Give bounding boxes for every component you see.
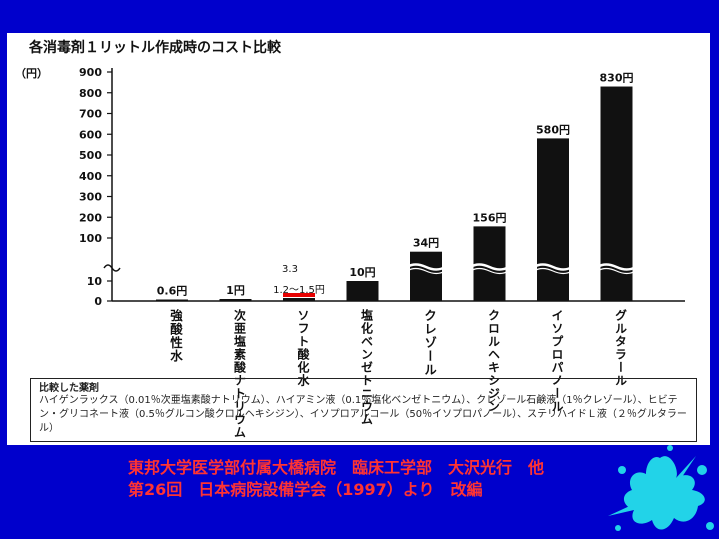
compared-drugs-text: ハイゲンラックス（0.01％次亜塩素酸ナトリウム）、ハイアミン液（0.1％塩化ベ…: [39, 395, 687, 434]
value-label: 1.2〜1.5円: [273, 285, 325, 296]
credit-line-2: 第26回 日本病院設備学会（1997）より 改編: [128, 480, 483, 499]
x-category-label: クロルヘキシジン: [486, 309, 501, 413]
bar-break-mark: [533, 263, 573, 271]
bar: [219, 299, 252, 301]
bar-break-mark: [406, 267, 446, 275]
y-tick-label: 0: [94, 295, 102, 308]
credit: 東邦大学医学部付属大橋病院 臨床工学部 大沢光行 他 第26回 日本病院設備学会…: [128, 457, 544, 501]
bar-break-mark: [469, 263, 510, 271]
bar-break-mark: [406, 263, 446, 271]
x-category-label: ソフト酸化水: [296, 309, 310, 387]
bar-break-mark: [470, 267, 509, 275]
axes: [103, 68, 685, 302]
bars: [156, 86, 637, 302]
chart-title: 各消毒剤１リットル作成時のコスト比較: [28, 39, 282, 56]
value-label: 830円: [600, 72, 634, 85]
value-label: 0.6円: [157, 285, 188, 298]
chart-panel: 各消毒剤１リットル作成時のコスト比較 （円） 100 200 300 400 500 60…: [7, 33, 710, 445]
y-ticks: 100 200 300 400 500 600 700 800 900 0 10: [79, 66, 112, 308]
highlight-underline: [283, 293, 315, 297]
y-tick-label: 800: [79, 87, 102, 100]
y-tick-label: 200: [79, 211, 102, 224]
x-category-label: グルタラール: [613, 309, 628, 387]
value-label: 156円: [473, 211, 507, 224]
value-label: 10円: [349, 266, 375, 279]
bar: [537, 138, 569, 301]
x-category-label: クレゾール: [422, 309, 437, 377]
y-tick-label: 10: [87, 275, 103, 288]
bar: [283, 298, 315, 301]
y-tick-label: 600: [79, 128, 102, 141]
bar-break-mark: [596, 263, 637, 271]
value-labels: 0.6円 1円 1.2〜1.5円 3.3 10円 34円 156円 580円 830円: [157, 72, 634, 298]
y-tick-label: 400: [79, 170, 102, 183]
annotation-label: 3.3: [282, 264, 298, 275]
x-category-label: 次亜塩素酸ナトリウム: [232, 309, 247, 439]
bar: [410, 251, 442, 301]
paint-splat-decoration: [608, 445, 714, 531]
x-category-label: 塩化ベンゼトニウム: [359, 309, 374, 426]
bar-break-mark: [533, 267, 573, 275]
y-tick-label: 700: [79, 108, 102, 121]
axis-break-mark: [103, 264, 121, 272]
bar: [346, 281, 379, 301]
x-category-label: 強酸性水: [168, 309, 183, 363]
value-label: 580円: [536, 123, 570, 136]
value-label: 34円: [413, 237, 439, 250]
y-tick-label: 900: [79, 66, 102, 79]
compared-drugs-title: 比較した薬剤: [39, 383, 99, 394]
bar-chart: 各消毒剤１リットル作成時のコスト比較 （円） 10020030040050060…: [15, 39, 685, 308]
x-category-label: イソプロパノール: [550, 309, 564, 413]
bar: [156, 299, 188, 301]
y-tick-label: 500: [79, 149, 102, 162]
value-label: 1円: [226, 284, 245, 297]
compared-drugs-box: 比較した薬剤 ハイゲンラックス（0.01％次亜塩素酸ナトリウム）、ハイアミン液（…: [30, 378, 697, 442]
credit-line-1: 東邦大学医学部付属大橋病院 臨床工学部 大沢光行 他: [128, 458, 545, 477]
y-tick-label: 300: [79, 191, 102, 204]
y-tick-label: 100: [79, 232, 102, 245]
bar-break-mark: [597, 267, 636, 275]
y-unit-label: （円）: [15, 67, 48, 80]
